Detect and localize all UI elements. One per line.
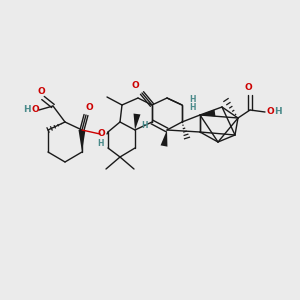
Polygon shape (134, 114, 140, 130)
Text: H: H (189, 95, 195, 104)
Text: O: O (31, 106, 39, 115)
Polygon shape (79, 130, 86, 152)
Text: O: O (85, 103, 93, 112)
Text: H: H (189, 103, 195, 112)
Text: H: H (23, 106, 31, 115)
Text: O: O (131, 82, 139, 91)
Text: O: O (97, 130, 105, 139)
Polygon shape (200, 110, 215, 116)
Text: H: H (97, 140, 103, 148)
Text: O: O (266, 107, 274, 116)
Text: O: O (37, 86, 45, 95)
Text: H: H (141, 122, 147, 130)
Text: H: H (274, 107, 282, 116)
Text: O: O (244, 83, 252, 92)
Polygon shape (160, 130, 167, 147)
